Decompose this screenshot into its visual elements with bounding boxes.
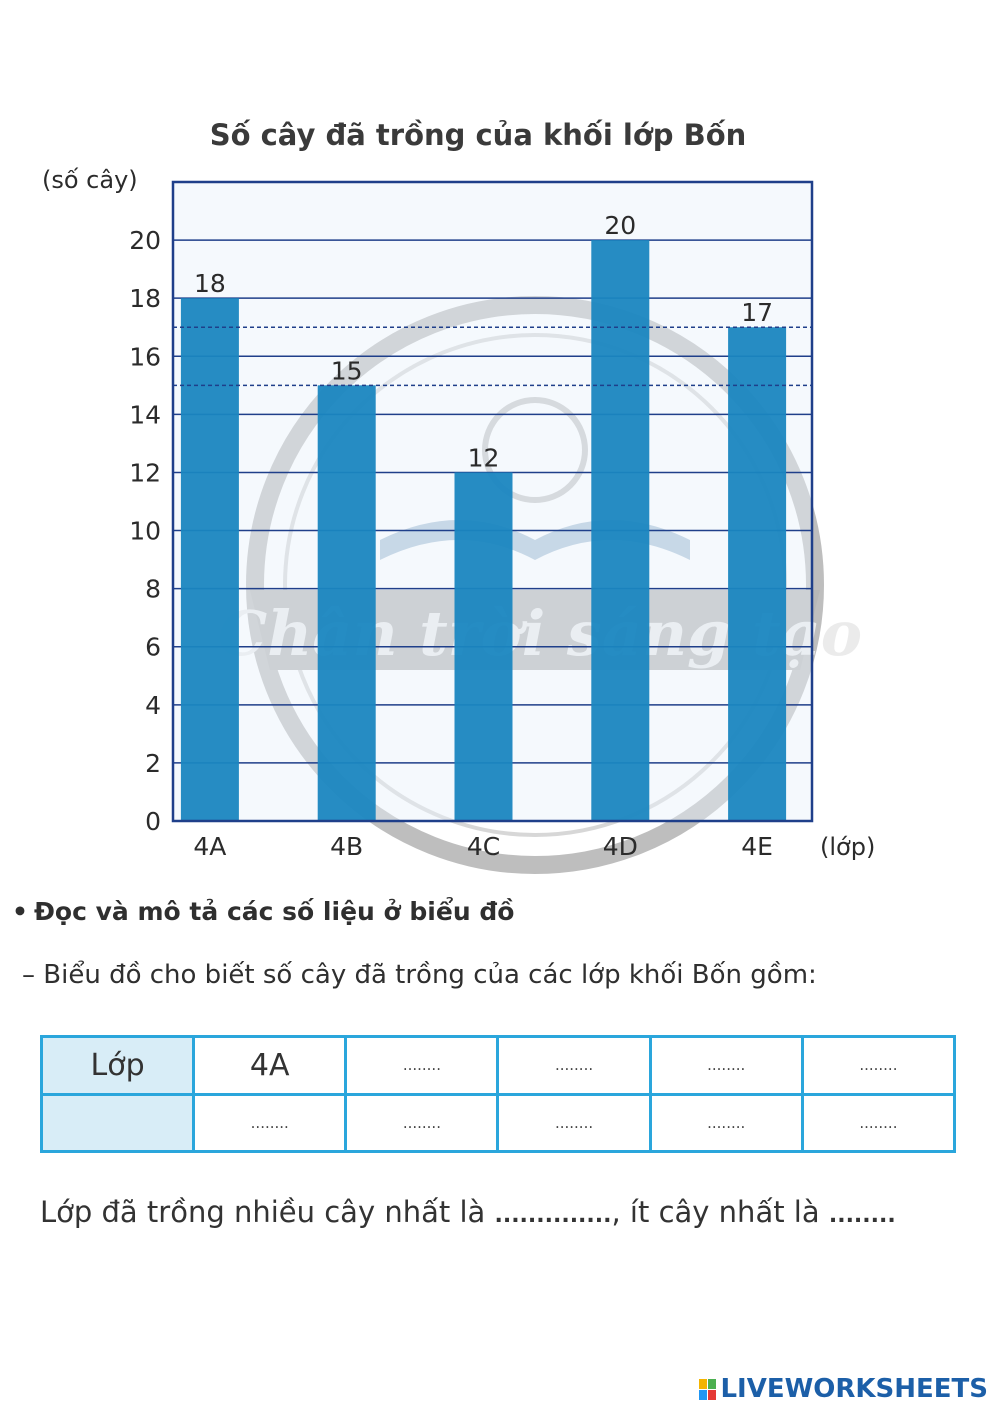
y-tick-label: 14	[129, 400, 161, 429]
y-tick-label: 12	[129, 458, 161, 487]
y-tick-label: 16	[129, 342, 161, 371]
x-tick-label: 4D	[603, 832, 638, 861]
table-cell-blank[interactable]: ........	[192, 1092, 348, 1153]
x-tick-label: 4E	[741, 832, 773, 861]
data-label: 15	[331, 356, 363, 385]
y-tick-label: 4	[145, 691, 161, 720]
bar-4e	[728, 327, 787, 821]
y-tick-label: 2	[145, 749, 161, 778]
y-tick-label: 18	[129, 284, 161, 313]
liveworksheets-logo-icon	[699, 1378, 717, 1400]
bar-4b	[317, 385, 376, 821]
y-tick-label: 0	[145, 807, 161, 836]
x-tick-label: 4B	[330, 832, 363, 861]
answer-sentence: Lớp đã trồng nhiều cây nhất là .........…	[40, 1195, 896, 1229]
bar-4a	[180, 298, 239, 821]
y-tick-label: 20	[129, 226, 161, 255]
table-cell-blank[interactable]: ........	[496, 1092, 652, 1153]
data-label: 20	[604, 211, 636, 240]
footer-logo: LIVEWORKSHEETS	[699, 1372, 988, 1406]
data-label: 17	[741, 298, 773, 327]
plot-frame	[171, 180, 814, 823]
description-line: – Biểu đồ cho biết số cây đã trồng của c…	[22, 960, 817, 990]
x-tick-label: 4C	[467, 832, 500, 861]
y-tick-label: 10	[129, 517, 161, 546]
answer-text-1: Lớp đã trồng nhiều cây nhất là	[40, 1195, 495, 1229]
table-cell-header	[39, 1092, 196, 1153]
heading-text: Đọc và mô tả các số liệu ở biểu đồ	[33, 897, 515, 926]
answer-table: Lớp 4A ........ ........ ........ ......…	[39, 1035, 957, 1153]
table-cell-blank[interactable]: ........	[800, 1035, 957, 1096]
answer-text-2: , ít cây nhất là	[611, 1195, 829, 1229]
y-tick-label: 8	[145, 575, 161, 604]
answer-blank-least[interactable]: ........	[828, 1203, 896, 1228]
table-row: Lớp 4A ........ ........ ........ ......…	[39, 1035, 957, 1096]
bar-4d	[591, 240, 650, 821]
table-row: ........ ........ ........ ........ ....…	[39, 1092, 957, 1153]
x-tick-label: 4A	[193, 832, 226, 861]
table-cell-blank[interactable]: ........	[496, 1035, 652, 1096]
table-cell-blank[interactable]: ........	[344, 1035, 500, 1096]
bar-4c	[454, 472, 513, 821]
bullet: •	[12, 897, 28, 926]
table-cell-blank[interactable]: ........	[344, 1092, 500, 1153]
table-cell: 4A	[192, 1035, 348, 1096]
data-label: 18	[194, 269, 226, 298]
table-cell-header: Lớp	[39, 1035, 196, 1096]
x-axis-label: (lớp)	[820, 833, 875, 861]
table-cell-blank[interactable]: ........	[648, 1092, 804, 1153]
answer-blank-most[interactable]: ..............	[494, 1203, 612, 1228]
section-heading: • Đọc và mô tả các số liệu ở biểu đồ	[12, 897, 514, 926]
y-tick-label: 6	[145, 633, 161, 662]
table-cell-blank[interactable]: ........	[648, 1035, 804, 1096]
chart-title: Số cây đã trồng của khối lớp Bốn	[210, 118, 747, 152]
brand-name: LIVEWORKSHEETS	[720, 1374, 988, 1404]
bar-chart: Chân trời sáng tạo Số cây đã trồng của k…	[42, 118, 875, 874]
table-cell-blank[interactable]: ........	[800, 1092, 957, 1153]
data-label: 12	[468, 443, 500, 472]
y-axis-label: (số cây)	[42, 166, 138, 194]
